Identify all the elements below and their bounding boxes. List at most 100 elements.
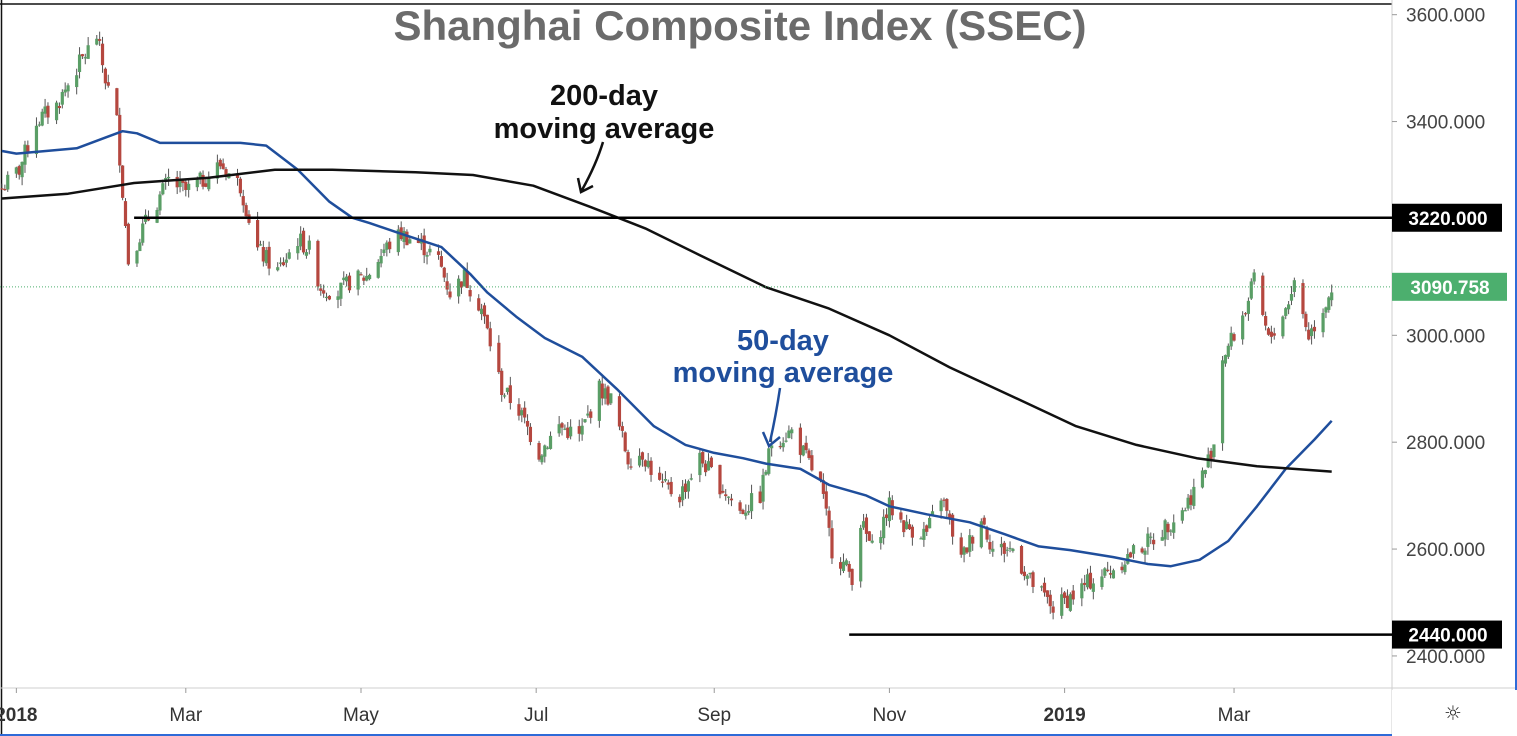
candle-body	[1183, 510, 1187, 512]
candle-body	[1048, 594, 1052, 607]
candle-body	[497, 342, 501, 373]
candle-body	[304, 252, 309, 256]
candle-body	[686, 481, 690, 492]
candle-body	[603, 388, 607, 399]
candle-body	[365, 275, 369, 281]
candle-body	[563, 428, 567, 430]
candle-body	[1301, 283, 1305, 315]
candle-body	[666, 482, 670, 485]
candle-body	[1111, 570, 1116, 579]
candle-body	[324, 296, 329, 299]
candle-body	[258, 244, 263, 246]
candle-body	[1284, 308, 1288, 316]
candle-body	[540, 455, 544, 463]
candle-body	[103, 68, 107, 84]
candle-body	[718, 464, 722, 495]
candle-body	[1252, 272, 1256, 282]
candle-body	[919, 538, 923, 540]
candle-body	[218, 159, 222, 167]
candle-body	[1261, 275, 1265, 315]
candle-body	[767, 448, 771, 474]
candle-body	[525, 420, 530, 427]
candle-body	[385, 242, 389, 250]
candle-body	[520, 410, 524, 416]
candle-body	[1123, 564, 1127, 573]
candle-body	[1209, 450, 1213, 461]
candle-body	[207, 177, 211, 190]
candle-body	[1011, 548, 1015, 552]
candle-body	[95, 38, 99, 45]
level-badge-label-2440: 2440.000	[1408, 626, 1487, 647]
x-tick-label: Nov	[873, 705, 907, 726]
candle-body	[747, 511, 751, 513]
candle-body	[161, 183, 165, 195]
candle-body	[327, 295, 331, 300]
candle-body	[359, 274, 363, 276]
candle-body	[201, 174, 205, 187]
candle-body	[859, 527, 863, 582]
candle-body	[43, 106, 47, 114]
candle-body	[606, 386, 610, 405]
candle-body	[316, 240, 320, 287]
candle-body	[80, 54, 85, 57]
candle-body	[20, 161, 24, 178]
candle-body	[57, 105, 62, 109]
candle-body	[175, 176, 179, 188]
candle-body	[34, 125, 39, 155]
candle-body	[439, 256, 444, 267]
candle-body	[1031, 572, 1035, 587]
candle-body	[416, 239, 421, 244]
candle-body	[442, 267, 446, 278]
candle-body	[706, 461, 711, 471]
candle-body	[184, 181, 188, 190]
candle-body	[620, 426, 624, 431]
candlesticks	[0, 31, 1334, 620]
candle-body	[985, 527, 989, 540]
candle-body	[187, 183, 191, 190]
ma-line-50-day	[1, 129, 1333, 568]
candle-body	[626, 452, 630, 465]
candle-body	[1040, 586, 1044, 588]
candle-body	[1068, 594, 1072, 611]
y-tick-label: 3000.000	[1406, 326, 1485, 347]
candle-body	[1120, 566, 1124, 571]
candle-body	[1163, 520, 1167, 540]
candle-body	[821, 480, 825, 494]
candle-body	[508, 385, 512, 404]
candle-body	[640, 452, 645, 460]
candle-body	[999, 543, 1004, 548]
candle-body	[681, 486, 685, 501]
candle-body	[557, 424, 561, 434]
candle-body	[744, 512, 748, 516]
candle-body	[1309, 328, 1314, 337]
horizontal-levels: 3220.000 2440.000 3090.758	[0, 203, 1507, 649]
candle-body	[126, 223, 130, 265]
candle-body	[1289, 294, 1294, 301]
gear-icon[interactable]: ☼	[1444, 701, 1462, 725]
candle-body	[870, 540, 874, 543]
candle-body	[950, 514, 955, 537]
candle-body	[1272, 333, 1276, 336]
x-tick-label: Sep	[697, 705, 731, 726]
candle-body	[1091, 583, 1095, 592]
candle-body	[488, 328, 492, 347]
candle-body	[135, 250, 139, 264]
candle-body	[278, 262, 283, 264]
candle-body	[646, 460, 650, 468]
candle-body	[118, 114, 122, 166]
candle-body	[457, 278, 461, 297]
settings-button[interactable]: ☼	[1392, 690, 1517, 736]
candle-body	[790, 429, 794, 434]
candle-body	[689, 478, 693, 480]
candle-body	[910, 526, 914, 538]
candle-body	[678, 496, 682, 503]
candle-body	[83, 57, 87, 59]
candle-body	[884, 514, 889, 519]
candle-body	[861, 521, 866, 528]
candle-body	[979, 521, 983, 548]
candle-body	[1028, 572, 1032, 575]
candle-body	[1292, 280, 1296, 292]
candle-body	[138, 242, 142, 252]
candle-body	[166, 176, 171, 179]
